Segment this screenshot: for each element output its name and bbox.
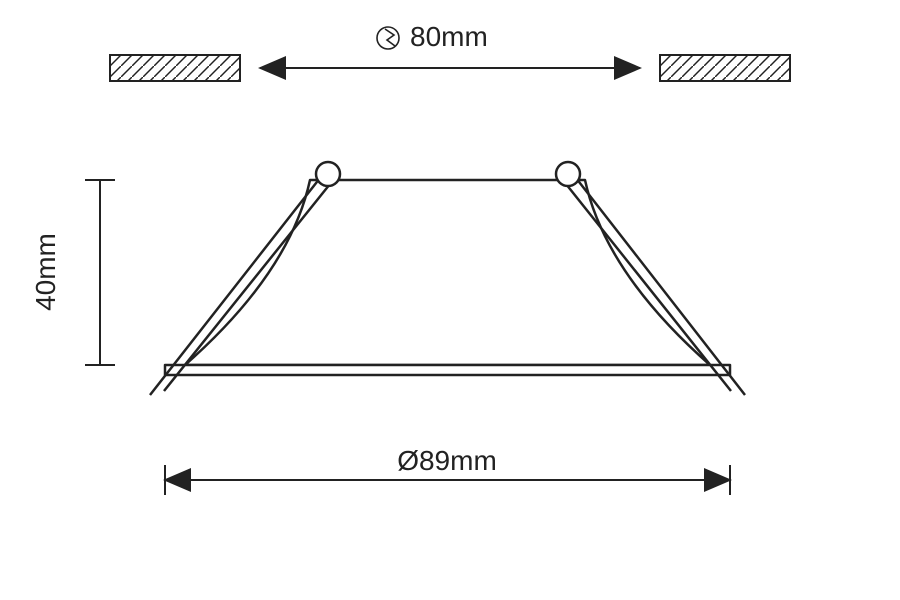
diameter-label: Ø89mm (397, 445, 497, 476)
ceiling-section-right (660, 55, 790, 81)
height-label: 40mm (30, 233, 61, 311)
cutout-icon (377, 27, 399, 49)
fixture-side-view (150, 162, 745, 395)
ceiling-section-left (110, 55, 240, 81)
cutout-label: 80mm (410, 21, 488, 52)
diameter-dimension: Ø89mm (165, 445, 730, 495)
cutout-dimension: 80mm (260, 21, 640, 68)
technical-drawing: 80mm 40mm Ø89mm (0, 0, 900, 600)
height-dimension: 40mm (30, 180, 115, 365)
